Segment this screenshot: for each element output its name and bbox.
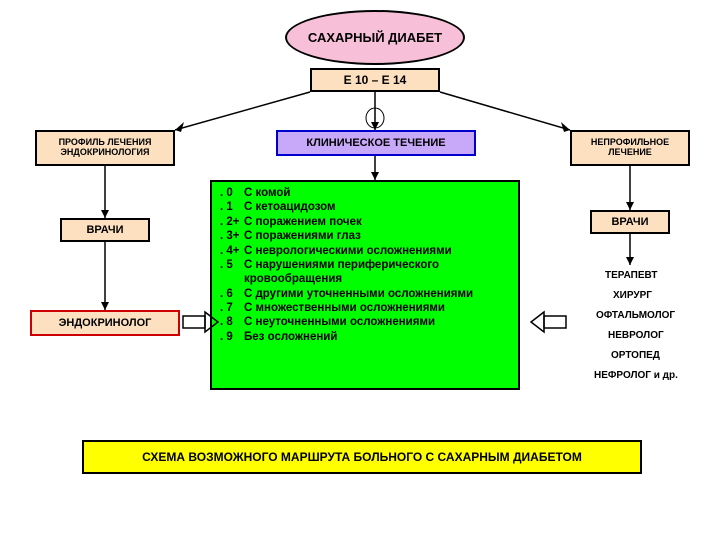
doctors-right-box: ВРАЧИ xyxy=(590,210,670,234)
clinical-code: . 9 xyxy=(220,330,244,344)
clinical-list: . 0С комой. 1С кетоацидозом. 2+С поражен… xyxy=(210,180,520,390)
clinical-row: . 4+С неврологическими осложнениями xyxy=(220,244,510,258)
clinical-code: . 3+ xyxy=(220,229,244,243)
caption-text: СХЕМА ВОЗМОЖНОГО МАРШРУТА БОЛЬНОГО С САХ… xyxy=(142,450,582,464)
clinical-row: . 3+С поражениями глаз xyxy=(220,229,510,243)
endocrin-text: ЭНДОКРИНОЛОГ xyxy=(59,317,152,329)
caption-box: СХЕМА ВОЗМОЖНОГО МАРШРУТА БОЛЬНОГО С САХ… xyxy=(82,440,642,474)
doctor-item: НЕФРОЛОГ и др. xyxy=(594,370,678,381)
clinical-desc: С комой xyxy=(244,186,510,200)
clinical-row: . 1С кетоацидозом xyxy=(220,200,510,214)
clinical-desc: С множественными осложнениями xyxy=(244,301,510,315)
clinical-row: . 5С нарушениями периферического кровооб… xyxy=(220,258,510,287)
title-oval: САХАРНЫЙ ДИАБЕТ xyxy=(285,10,465,65)
clinical-row: . 6С другими уточненными осложнениями xyxy=(220,287,510,301)
profile-box: ПРОФИЛЬ ЛЕЧЕНИЯ ЭНДОКРИНОЛОГИЯ xyxy=(35,130,175,166)
clinical-row: . 7С множественными осложнениями xyxy=(220,301,510,315)
clinical-row: . 2+С поражением почек xyxy=(220,215,510,229)
clinical-code: . 8 xyxy=(220,315,244,329)
clinical-code: . 4+ xyxy=(220,244,244,258)
clinical-box: КЛИНИЧЕСКОЕ ТЕЧЕНИЕ xyxy=(276,130,476,156)
doctor-item: ОФТАЛЬМОЛОГ xyxy=(596,310,675,321)
clinical-code: . 6 xyxy=(220,287,244,301)
clinical-desc: С неврологическими осложнениями xyxy=(244,244,510,258)
clinical-row: . 0С комой xyxy=(220,186,510,200)
doctor-item: ОРТОПЕД xyxy=(611,350,660,361)
title-text: САХАРНЫЙ ДИАБЕТ xyxy=(308,30,442,45)
clinical-code: . 2+ xyxy=(220,215,244,229)
doctor-item: ХИРУРГ xyxy=(613,290,652,301)
nonprofile-box: НЕПРОФИЛЬНОЕ ЛЕЧЕНИЕ xyxy=(570,130,690,166)
clinical-row: . 8С неуточненными осложнениями xyxy=(220,315,510,329)
doctor-item: ТЕРАПЕВТ xyxy=(605,270,657,281)
nonprofile-text: НЕПРОФИЛЬНОЕ ЛЕЧЕНИЕ xyxy=(572,138,688,158)
clinical-desc: С неуточненными осложнениями xyxy=(244,315,510,329)
clinical-code: . 7 xyxy=(220,301,244,315)
clinical-text: КЛИНИЧЕСКОЕ ТЕЧЕНИЕ xyxy=(306,137,445,149)
doctors-right-text: ВРАЧИ xyxy=(611,216,648,228)
doctors-left-box: ВРАЧИ xyxy=(60,218,150,242)
doctor-item: НЕВРОЛОГ xyxy=(608,330,664,341)
clinical-desc: С поражением почек xyxy=(244,215,510,229)
code-text: Е 10 – Е 14 xyxy=(344,73,407,87)
clinical-desc: С поражениями глаз xyxy=(244,229,510,243)
clinical-desc: Без осложнений xyxy=(244,330,510,344)
clinical-row: . 9Без осложнений xyxy=(220,330,510,344)
clinical-code: . 0 xyxy=(220,186,244,200)
clinical-code: . 5 xyxy=(220,258,244,272)
code-box: Е 10 – Е 14 xyxy=(310,68,440,92)
clinical-desc: С другими уточненными осложнениями xyxy=(244,287,510,301)
clinical-desc: С нарушениями периферического кровообращ… xyxy=(244,258,510,287)
profile-text: ПРОФИЛЬ ЛЕЧЕНИЯ ЭНДОКРИНОЛОГИЯ xyxy=(37,138,173,158)
doctors-left-text: ВРАЧИ xyxy=(86,224,123,236)
endocrin-box: ЭНДОКРИНОЛОГ xyxy=(30,310,180,336)
clinical-desc: С кетоацидозом xyxy=(244,200,510,214)
clinical-code: . 1 xyxy=(220,200,244,214)
